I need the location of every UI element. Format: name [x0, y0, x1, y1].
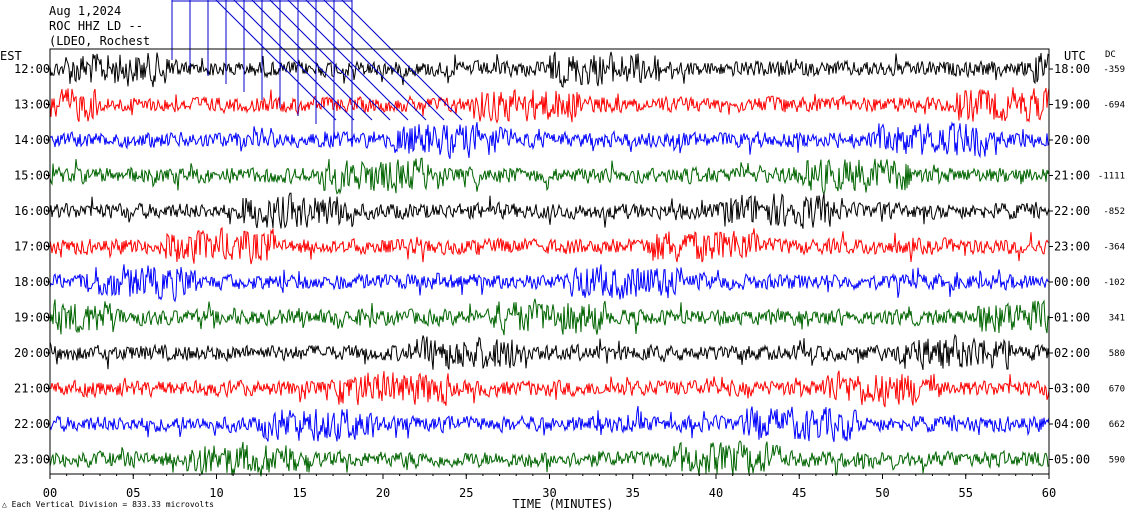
est-tick-label: 12:00 — [14, 62, 50, 76]
dc-value: -1111 — [1098, 172, 1125, 182]
x-tick-label: 10 — [209, 486, 223, 500]
est-tick-label: 16:00 — [14, 204, 50, 218]
x-tick-label: 25 — [459, 486, 473, 500]
x-tick-label: 05 — [126, 486, 140, 500]
x-tick-label: 30 — [542, 486, 556, 500]
trace-row-1700 — [49, 226, 1050, 265]
trace-row-1900 — [49, 298, 1050, 336]
utc-tick-label: 03:00 — [1054, 382, 1090, 396]
utc-axis-label: UTC — [1064, 49, 1086, 63]
x-tick-label: 60 — [1042, 486, 1056, 500]
trace-row-1200 — [49, 51, 1050, 88]
utc-tick-label: 18:00 — [1054, 62, 1090, 76]
utc-tick-label: 04:00 — [1054, 417, 1090, 431]
utc-tick-label: 05:00 — [1054, 453, 1090, 467]
est-tick-label: 20:00 — [14, 346, 50, 360]
utc-tick-label: 01:00 — [1054, 311, 1090, 325]
dc-value: 670 — [1109, 385, 1125, 395]
x-tick-label: 35 — [626, 486, 640, 500]
trace-row-1500 — [49, 157, 1050, 195]
trace-row-2000 — [49, 333, 1050, 370]
est-tick-label: 17:00 — [14, 240, 50, 254]
dc-value: -102 — [1103, 278, 1125, 288]
dc-value: -694 — [1103, 101, 1125, 111]
footnote: △ Each Vertical Division = 833.33 microv… — [2, 500, 214, 509]
x-tick-label: 40 — [709, 486, 723, 500]
utc-tick-label: 20:00 — [1054, 133, 1090, 147]
est-tick-label: 19:00 — [14, 311, 50, 325]
dc-value: 590 — [1109, 456, 1125, 466]
est-tick-label: 15:00 — [14, 169, 50, 183]
x-tick-label: 00 — [43, 486, 57, 500]
trace-row-1300 — [49, 87, 1050, 124]
seismic-traces — [49, 51, 1050, 477]
footnote-icon: △ — [2, 500, 7, 509]
utc-tick-label: 22:00 — [1054, 204, 1090, 218]
x-tick-label: 15 — [293, 486, 307, 500]
overlay-diagonal — [233, 0, 355, 121]
trace-row-1800 — [49, 264, 1050, 303]
header-network: (LDEO, Rochest — [49, 34, 151, 48]
dc-value: 580 — [1109, 349, 1125, 359]
dc-value: 341 — [1109, 314, 1125, 324]
overlay-diagonal — [251, 0, 373, 121]
x-tick-label: 20 — [376, 486, 390, 500]
x-tick-label: 55 — [959, 486, 973, 500]
trace-row-2200 — [49, 405, 1050, 443]
overlay-diagonal — [323, 0, 445, 121]
x-axis-label: TIME (MINUTES) — [512, 497, 613, 511]
utc-tick-label: 21:00 — [1054, 169, 1090, 183]
utc-tick-label: 19:00 — [1054, 98, 1090, 112]
dc-value: -364 — [1103, 243, 1125, 253]
overlay-diagonal — [287, 0, 409, 121]
utc-tick-label: 02:00 — [1054, 346, 1090, 360]
est-tick-label: 22:00 — [14, 417, 50, 431]
event-overlay — [171, 0, 463, 140]
dc-value: -852 — [1103, 207, 1125, 217]
overlay-diagonal — [305, 0, 427, 121]
est-tick-label: 21:00 — [14, 382, 50, 396]
trace-row-1600 — [49, 192, 1050, 229]
utc-tick-label: 00:00 — [1054, 275, 1090, 289]
trace-row-1400 — [49, 121, 1050, 159]
axis-labels: EST UTC DC 12:00 18:00 -359 13:00 19:00 -694 14:0… — [0, 49, 1125, 511]
est-tick-label: 13:00 — [14, 98, 50, 112]
header-date: Aug 1,2024 — [49, 4, 122, 18]
overlay-diagonal — [269, 0, 391, 121]
dc-value: 662 — [1109, 420, 1125, 430]
est-tick-label: 23:00 — [14, 453, 50, 467]
header-station: ROC HHZ LD -- — [49, 19, 143, 33]
est-tick-label: 14:00 — [14, 133, 50, 147]
est-tick-label: 18:00 — [14, 275, 50, 289]
footnote-text: Each Vertical Division = 833.33 microvol… — [11, 500, 214, 509]
trace-row-2300 — [49, 440, 1050, 477]
dc-value: -359 — [1103, 65, 1125, 75]
overlay-diagonal — [215, 0, 337, 121]
x-tick-label: 45 — [792, 486, 806, 500]
trace-row-2100 — [50, 370, 1050, 408]
utc-tick-label: 23:00 — [1054, 240, 1090, 254]
x-tick-label: 50 — [875, 486, 889, 500]
est-axis-label: EST — [0, 49, 22, 63]
dc-label: DC — [1105, 50, 1116, 60]
overlay-diagonal — [341, 0, 463, 121]
